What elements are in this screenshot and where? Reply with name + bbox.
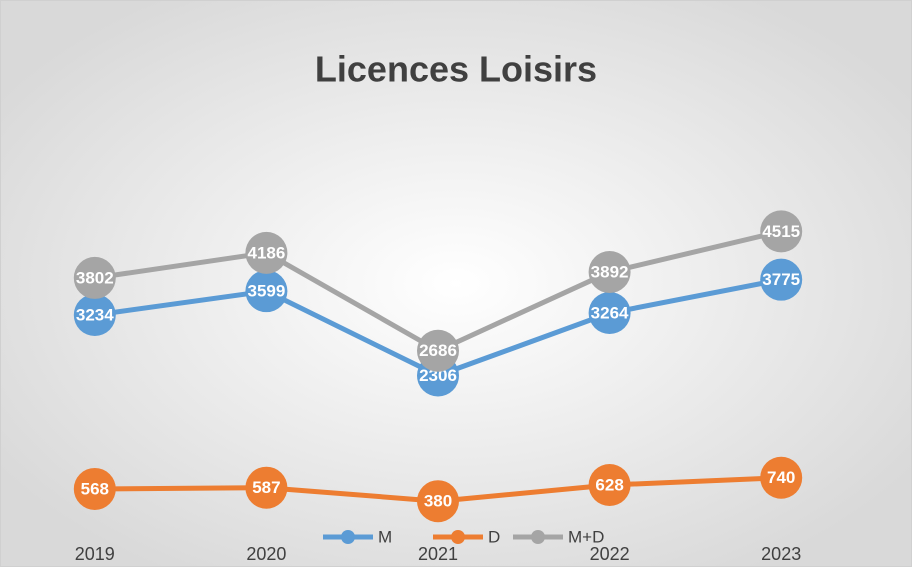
data-label: 568 [81, 479, 109, 498]
data-point [760, 210, 803, 253]
data-point [245, 231, 288, 274]
data-label: 380 [424, 492, 452, 511]
x-tick-label: 2021 [418, 544, 458, 564]
x-tick-label: 2023 [761, 544, 801, 564]
data-point [73, 467, 116, 510]
data-label: 3599 [247, 282, 285, 301]
data-label: 587 [252, 478, 280, 497]
data-point [588, 464, 631, 507]
data-point [73, 256, 116, 299]
data-label: 3802 [76, 268, 114, 287]
data-label: 4186 [247, 243, 285, 262]
data-point [417, 329, 459, 372]
data-point [760, 258, 803, 301]
data-label: 3264 [591, 304, 629, 323]
data-point [760, 456, 803, 499]
x-tick-label: 2020 [246, 544, 286, 564]
data-point [588, 251, 631, 294]
data-point [588, 292, 631, 335]
data-label: 740 [767, 468, 795, 487]
data-point [245, 466, 288, 509]
data-point [417, 480, 459, 523]
x-tick-label: 2019 [75, 544, 115, 564]
chart-title: Licences Loisirs [315, 49, 597, 90]
data-point [73, 293, 116, 336]
data-point [245, 270, 288, 313]
legend-label: M [378, 527, 392, 546]
data-label: 2306 [419, 366, 457, 385]
data-label: 3775 [762, 270, 800, 289]
legend-marker [451, 530, 465, 544]
data-label: 628 [595, 476, 623, 495]
legend-label: M+D [568, 527, 604, 546]
data-label: 2686 [419, 341, 457, 360]
legend-label: D [488, 527, 500, 546]
x-tick-label: 2022 [590, 544, 630, 564]
data-label: 3892 [591, 263, 629, 282]
legend-marker [531, 530, 545, 544]
data-label: 4515 [762, 222, 800, 241]
data-label: 3234 [76, 305, 114, 324]
legend-marker [341, 530, 355, 544]
